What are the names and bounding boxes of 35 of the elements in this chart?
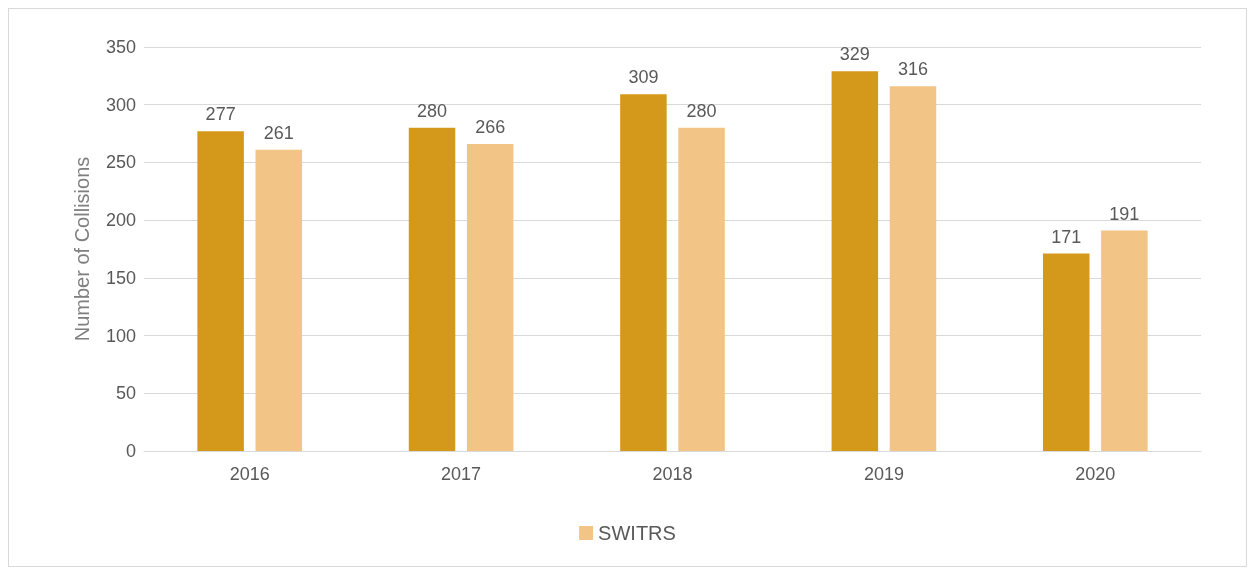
y-tick-label: 100 xyxy=(105,325,136,346)
y-tick-label: 50 xyxy=(115,383,136,404)
data-label: 309 xyxy=(628,67,659,88)
data-label: 280 xyxy=(686,100,717,121)
data-label: 280 xyxy=(417,100,448,121)
y-tick-label: 0 xyxy=(125,441,136,461)
y-tick-label: 350 xyxy=(105,37,136,57)
data-label: 191 xyxy=(1109,203,1140,224)
data-label: 266 xyxy=(475,116,506,137)
data-label: 316 xyxy=(897,59,928,80)
legend-label: SWITRS xyxy=(598,522,676,544)
bar xyxy=(408,127,456,451)
y-tick-label: 300 xyxy=(105,94,136,115)
y-axis-title: Number of Collisions xyxy=(71,156,93,342)
bar xyxy=(678,127,725,451)
data-label: 329 xyxy=(839,44,870,65)
bar xyxy=(1101,230,1148,451)
data-label: 277 xyxy=(205,104,236,125)
y-tick-label: 150 xyxy=(105,267,136,288)
bar xyxy=(1042,253,1090,451)
bar xyxy=(197,131,244,451)
x-tick-label: 2016 xyxy=(229,464,270,484)
x-tick-label: 2020 xyxy=(1075,464,1116,484)
bar xyxy=(255,149,303,451)
bar xyxy=(620,94,667,451)
y-tick-label: 250 xyxy=(105,152,136,173)
bar xyxy=(889,86,937,451)
x-tick-label: 2017 xyxy=(441,464,482,484)
bar xyxy=(831,71,879,451)
x-tick-label: 2018 xyxy=(652,464,693,484)
data-label: 261 xyxy=(263,122,294,143)
data-label: 171 xyxy=(1051,226,1082,247)
x-tick-label: 2019 xyxy=(863,464,904,484)
y-tick-label: 200 xyxy=(105,210,136,231)
bar xyxy=(466,143,514,451)
